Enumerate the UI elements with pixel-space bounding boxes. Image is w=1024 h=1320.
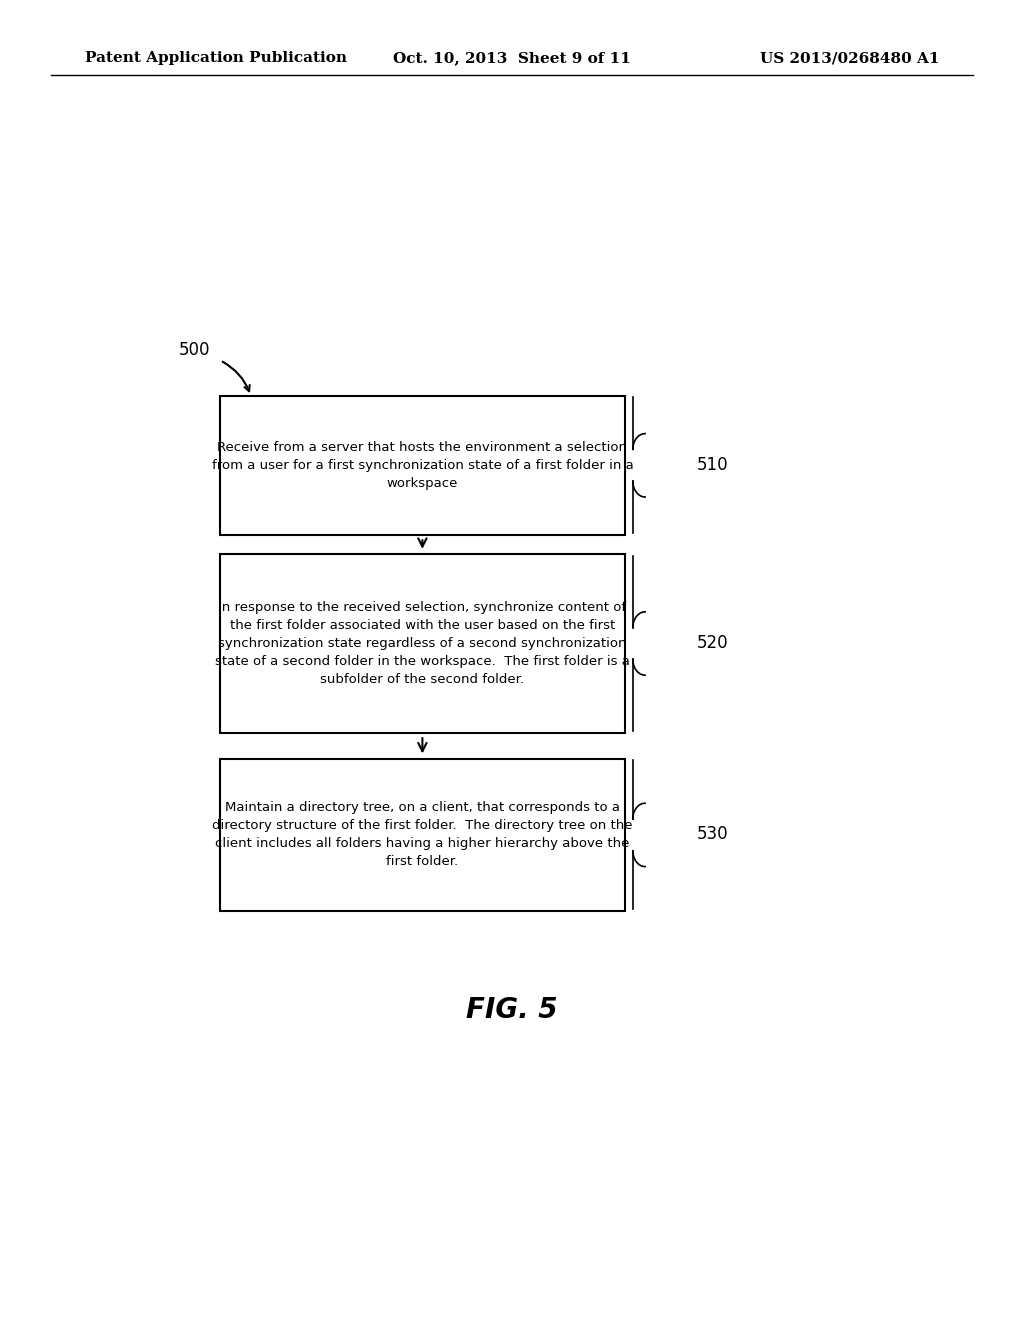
FancyBboxPatch shape	[220, 759, 625, 911]
FancyBboxPatch shape	[220, 554, 625, 733]
Text: 500: 500	[179, 341, 211, 359]
Text: Receive from a server that hosts the environment a selection
from a user for a f: Receive from a server that hosts the env…	[212, 441, 633, 490]
Text: FIG. 5: FIG. 5	[466, 995, 558, 1024]
Text: In response to the received selection, synchronize content of
the first folder a: In response to the received selection, s…	[215, 601, 630, 686]
FancyBboxPatch shape	[220, 396, 625, 535]
Text: Maintain a directory tree, on a client, that corresponds to a
directory structur: Maintain a directory tree, on a client, …	[212, 801, 633, 869]
Text: Oct. 10, 2013  Sheet 9 of 11: Oct. 10, 2013 Sheet 9 of 11	[393, 51, 631, 65]
Text: 510: 510	[696, 455, 728, 474]
Text: Patent Application Publication: Patent Application Publication	[85, 51, 347, 65]
Text: US 2013/0268480 A1: US 2013/0268480 A1	[760, 51, 939, 65]
Text: 520: 520	[696, 634, 728, 652]
Text: 530: 530	[696, 825, 728, 843]
